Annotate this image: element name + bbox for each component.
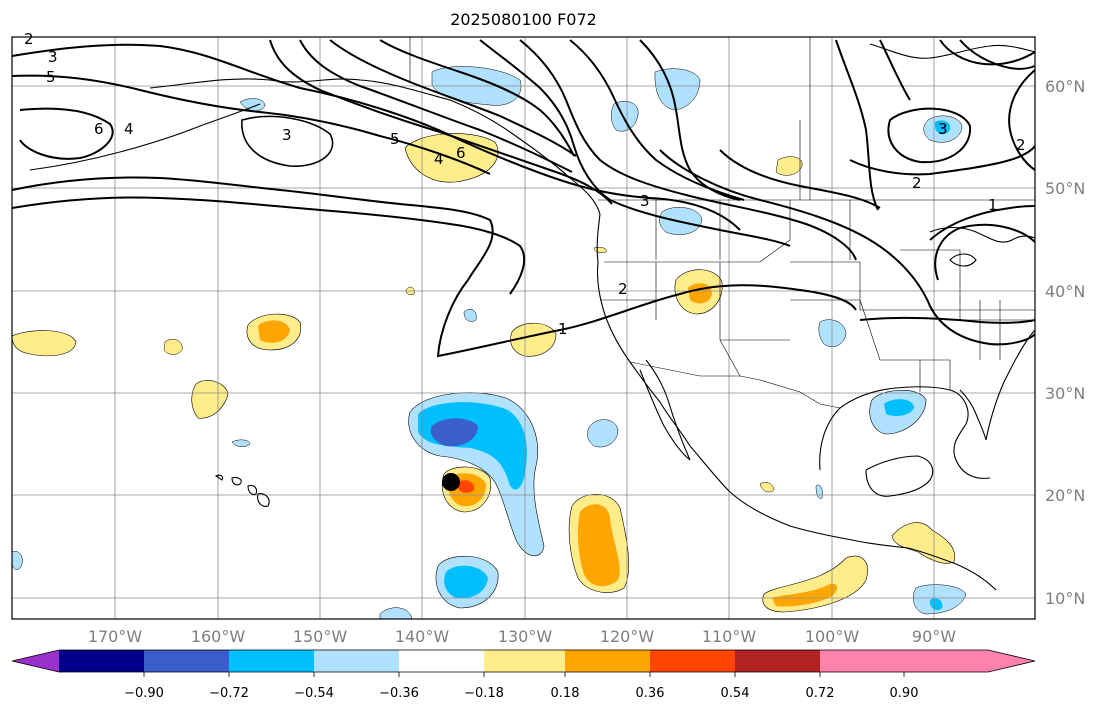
colorbar-ticks bbox=[143, 672, 905, 677]
colorbar-label: 0.72 bbox=[806, 686, 835, 701]
anomaly-region bbox=[935, 120, 951, 135]
anomaly-region bbox=[772, 583, 838, 607]
longitude-label: 150°W bbox=[293, 627, 348, 646]
colorbar-low-extension bbox=[12, 650, 59, 672]
anomaly-region bbox=[163, 339, 183, 355]
colorbar-segment bbox=[314, 650, 399, 672]
anomaly-region bbox=[891, 522, 956, 564]
longitude-label: 100°W bbox=[805, 627, 860, 646]
colorbar-segment bbox=[144, 650, 229, 672]
latitude-labels: 60°N 50°N 40°N 30°N 20°N 10°N bbox=[1045, 77, 1085, 608]
anomaly-region bbox=[884, 399, 914, 416]
longitude-label: 110°W bbox=[702, 627, 757, 646]
colorbar-label: −0.36 bbox=[379, 686, 419, 701]
colorbar-segment bbox=[229, 650, 314, 672]
latitude-label: 60°N bbox=[1045, 77, 1085, 96]
contour-label: 4 bbox=[434, 150, 444, 168]
colorbar-label: −0.90 bbox=[124, 686, 164, 701]
colorbar-segment bbox=[399, 650, 484, 672]
latitude-label: 30°N bbox=[1045, 384, 1085, 403]
anomaly-region bbox=[510, 322, 557, 357]
anomaly-region bbox=[463, 309, 477, 322]
longitude-label: 140°W bbox=[395, 627, 450, 646]
contour-label: 5 bbox=[46, 68, 56, 86]
contour-lines bbox=[11, 39, 1036, 358]
latitude-label: 50°N bbox=[1045, 179, 1085, 198]
contour-label: 5 bbox=[390, 130, 400, 148]
longitude-label: 160°W bbox=[191, 627, 246, 646]
contour-label: 2 bbox=[912, 174, 922, 192]
anomaly-region bbox=[258, 320, 290, 343]
coastlines bbox=[29, 43, 1036, 591]
colorbar-label: 0.54 bbox=[721, 686, 750, 701]
anomaly-region bbox=[587, 419, 619, 448]
anomaly-region bbox=[430, 418, 478, 447]
latitude-label: 10°N bbox=[1045, 589, 1085, 608]
colorbar-segment bbox=[735, 650, 820, 672]
colorbar-outline bbox=[11, 649, 1036, 673]
anomaly-region bbox=[231, 439, 251, 447]
contour-label: 2 bbox=[1016, 136, 1026, 154]
anomaly-region bbox=[458, 480, 475, 493]
colorbar-high-extension bbox=[988, 650, 1035, 672]
colorbar-label: 0.90 bbox=[890, 686, 919, 701]
colorbar-segment bbox=[650, 650, 735, 672]
contour-label: 3 bbox=[640, 192, 650, 210]
longitude-label: 170°W bbox=[88, 627, 143, 646]
colorbar: −0.90 −0.72 −0.54 −0.36 −0.18 0.18 0.36 … bbox=[11, 649, 1036, 701]
longitude-label: 130°W bbox=[498, 627, 553, 646]
anomaly-region bbox=[913, 584, 967, 615]
anomaly-region bbox=[444, 565, 488, 599]
colorbar-label: −0.18 bbox=[464, 686, 504, 701]
map-frame bbox=[11, 36, 1036, 620]
map-title: 2025080100 F072 bbox=[450, 10, 597, 29]
contour-label: 1 bbox=[988, 196, 998, 214]
graticule bbox=[12, 37, 1035, 619]
anomaly-region bbox=[775, 156, 803, 176]
contour-label: 3 bbox=[282, 126, 292, 144]
storm-center-marker bbox=[442, 473, 460, 491]
anomaly-region bbox=[930, 598, 943, 611]
contour-label: 2 bbox=[618, 280, 628, 298]
contour-label: 4 bbox=[124, 120, 134, 138]
latitude-label: 20°N bbox=[1045, 486, 1085, 505]
colorbar-segment bbox=[820, 650, 904, 672]
colorbar-segment bbox=[904, 650, 988, 672]
anomaly-region bbox=[818, 319, 847, 347]
contour-label: 2 bbox=[24, 30, 34, 48]
contour-label: 1 bbox=[558, 320, 568, 338]
anomaly-region bbox=[11, 330, 77, 357]
colorbar-segment bbox=[59, 650, 144, 672]
anomaly-region bbox=[191, 380, 229, 419]
latitude-label: 40°N bbox=[1045, 282, 1085, 301]
colorbar-label: 0.18 bbox=[551, 686, 580, 701]
anomaly-region bbox=[688, 283, 712, 304]
longitude-labels: 170°W 160°W 150°W 140°W 130°W 120°W 110°… bbox=[88, 627, 956, 646]
colorbar-label: −0.54 bbox=[294, 686, 334, 701]
contour-label: 3 bbox=[48, 48, 58, 66]
contour-label: 6 bbox=[94, 120, 104, 138]
contour-label: 3 bbox=[938, 120, 948, 138]
longitude-label: 120°W bbox=[600, 627, 655, 646]
political-borders bbox=[409, 37, 1035, 409]
colorbar-segment bbox=[565, 650, 650, 672]
contour-labels: 2 3 5 6 4 3 5 6 4 3 2 1 2 1 2 3 bbox=[24, 30, 1026, 338]
longitude-label: 90°W bbox=[912, 627, 956, 646]
anomaly-region bbox=[577, 504, 620, 587]
colorbar-label: −0.72 bbox=[209, 686, 249, 701]
colorbar-label: 0.36 bbox=[636, 686, 665, 701]
contour-label: 6 bbox=[456, 144, 466, 162]
colorbar-segment bbox=[484, 650, 565, 672]
shaded-anomalies bbox=[11, 66, 967, 620]
anomaly-region bbox=[759, 482, 775, 493]
